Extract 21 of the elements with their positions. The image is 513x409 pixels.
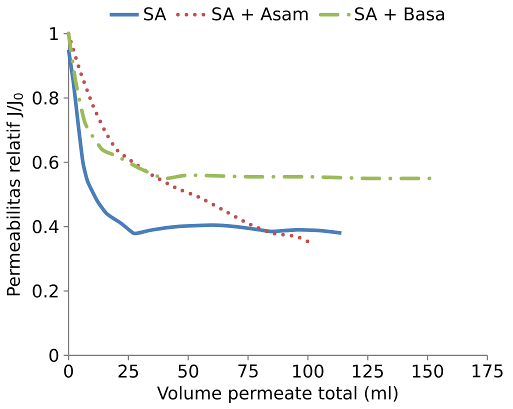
y-tick-label: 0.4: [32, 220, 58, 234]
legend-label: SA + Asam: [212, 7, 308, 20]
x-tick-label: 0: [64, 364, 73, 378]
y-axis-title: Permeabilitas relatif J/J$_{0}$: [6, 93, 24, 296]
x-tick-label: 50: [178, 364, 198, 378]
y-tick-label: 1: [50, 27, 58, 40]
x-tick-label: 150: [412, 364, 444, 378]
line-series: [66, 48, 344, 235]
x-tick-label: 25: [118, 364, 138, 378]
x-tick-label: 100: [293, 364, 324, 378]
line-series: [66, 32, 432, 180]
legend-label: SA: [144, 7, 166, 20]
y-tick-label: 0.8: [32, 91, 58, 104]
y-tick-label: 0.6: [32, 155, 58, 169]
x-tick-label: 175: [472, 364, 503, 378]
x-axis-title: Volume permeate total (ml): [157, 386, 398, 403]
y-tick-label: 0: [49, 348, 58, 362]
y-tick-label: 0.2: [32, 284, 58, 298]
x-tick-label: 75: [238, 364, 258, 378]
x-tick-label: 125: [352, 364, 383, 378]
legend-label: SA + Basa: [355, 7, 444, 20]
